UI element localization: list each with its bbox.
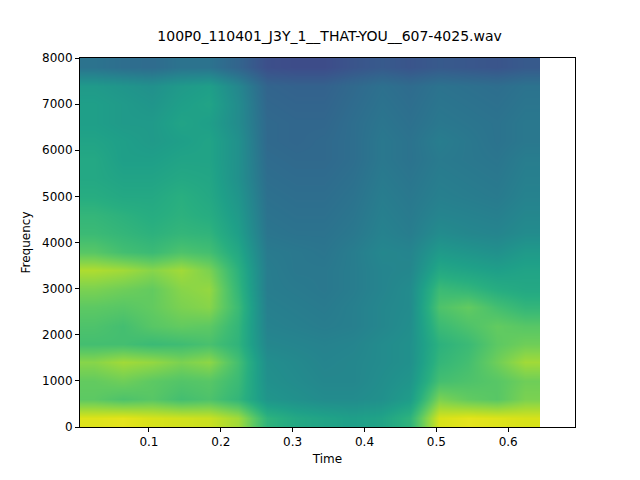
- svg-text:100P0_110401_J3Y_1__THAT-YOU__: 100P0_110401_J3Y_1__THAT-YOU__607-4025.w…: [157, 28, 501, 44]
- svg-text:0: 0: [65, 420, 73, 434]
- svg-text:Frequency: Frequency: [19, 212, 33, 274]
- svg-text:1000: 1000: [42, 374, 73, 388]
- svg-text:0.6: 0.6: [499, 435, 518, 449]
- svg-text:0.5: 0.5: [427, 435, 446, 449]
- svg-text:Time: Time: [312, 452, 342, 466]
- svg-text:4000: 4000: [42, 236, 73, 250]
- svg-text:6000: 6000: [42, 143, 73, 157]
- svg-text:7000: 7000: [42, 97, 73, 111]
- svg-text:8000: 8000: [42, 51, 73, 65]
- svg-text:3000: 3000: [42, 282, 73, 296]
- svg-text:0.2: 0.2: [211, 435, 230, 449]
- svg-text:0.3: 0.3: [283, 435, 302, 449]
- svg-text:0.4: 0.4: [355, 435, 374, 449]
- svg-text:5000: 5000: [42, 190, 73, 204]
- svg-text:2000: 2000: [42, 328, 73, 342]
- svg-text:0.1: 0.1: [139, 435, 158, 449]
